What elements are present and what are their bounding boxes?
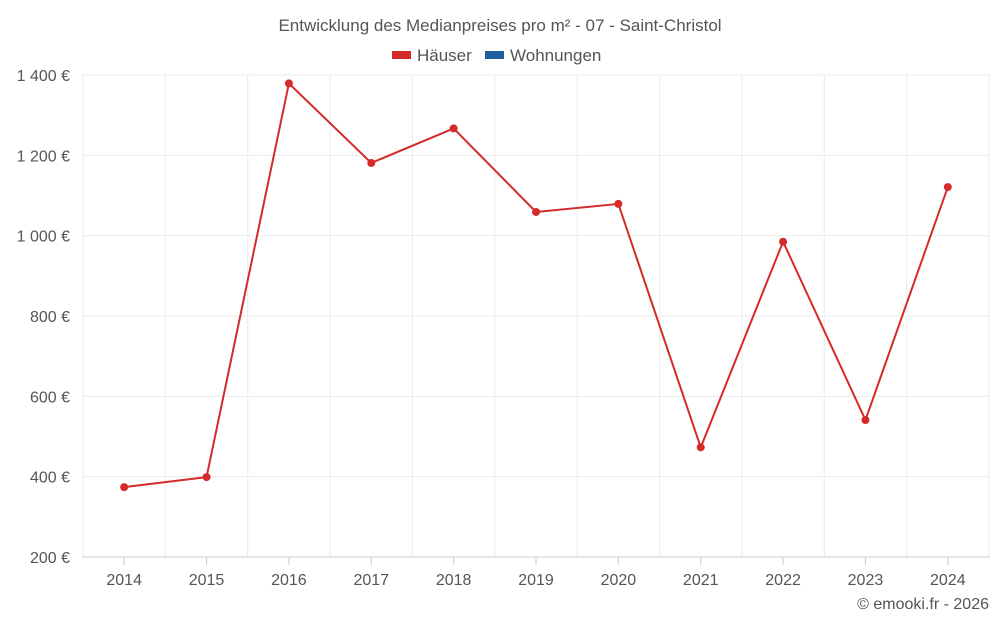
- y-tick-label: 1 200 €: [17, 148, 70, 165]
- data-point[interactable]: [202, 473, 211, 482]
- grid: [82, 74, 990, 557]
- legend-swatch-wohnungen: [485, 51, 504, 59]
- x-tick-label: 2024: [930, 572, 966, 589]
- y-tick-label: 800 €: [30, 309, 70, 326]
- x-tick-label: 2023: [848, 572, 884, 589]
- y-tick-label: 1 000 €: [17, 229, 70, 246]
- y-tick-label: 600 €: [30, 389, 70, 406]
- legend-item-wohnungen[interactable]: Wohnungen: [485, 46, 601, 65]
- x-tick-label: 2020: [601, 572, 637, 589]
- x-tick-label: 2016: [271, 572, 307, 589]
- legend-label-wohnungen: Wohnungen: [510, 46, 601, 65]
- x-tick-label: 2014: [106, 572, 142, 589]
- chart-title: Entwicklung des Medianpreises pro m² - 0…: [278, 16, 721, 35]
- x-tick-label: 2022: [765, 572, 801, 589]
- data-point[interactable]: [532, 207, 540, 216]
- data-point[interactable]: [861, 416, 870, 425]
- legend: Häuser Wohnungen: [392, 46, 601, 65]
- data-point[interactable]: [284, 79, 293, 88]
- data-point[interactable]: [943, 183, 952, 192]
- axes: 200 € 400 € 600 € 800 € 1 000 € 1 200 € 1 400 …: [17, 68, 989, 589]
- x-tick-label: 2018: [436, 572, 472, 589]
- data-point[interactable]: [367, 158, 376, 167]
- legend-label-haeuser: Häuser: [417, 46, 472, 65]
- x-tick-label: 2017: [353, 572, 389, 589]
- data-point[interactable]: [779, 237, 788, 246]
- y-tick-label: 400 €: [30, 470, 70, 487]
- legend-item-haeuser[interactable]: Häuser: [392, 46, 472, 65]
- data-point[interactable]: [614, 199, 623, 208]
- plot-area: [120, 79, 952, 492]
- x-tick-label: 2019: [518, 572, 554, 589]
- credit-text: © emooki.fr - 2026: [857, 596, 989, 613]
- x-tick-label: 2021: [683, 572, 719, 589]
- x-tick-label: 2015: [189, 572, 225, 589]
- data-point[interactable]: [449, 124, 458, 133]
- data-point[interactable]: [696, 443, 705, 452]
- y-tick-label: 1 400 €: [17, 68, 70, 85]
- y-tick-label: 200 €: [30, 550, 70, 567]
- legend-swatch-haeuser: [392, 51, 411, 59]
- data-point[interactable]: [120, 483, 129, 492]
